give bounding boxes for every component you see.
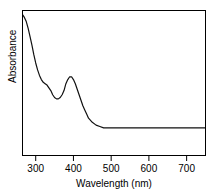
svg-text:Wavelength (nm): Wavelength (nm): [76, 178, 152, 189]
svg-text:Absorbance: Absorbance: [7, 29, 18, 83]
svg-text:500: 500: [103, 163, 120, 174]
svg-text:400: 400: [65, 163, 82, 174]
svg-text:300: 300: [27, 163, 44, 174]
svg-text:600: 600: [141, 163, 158, 174]
svg-text:700: 700: [178, 163, 195, 174]
